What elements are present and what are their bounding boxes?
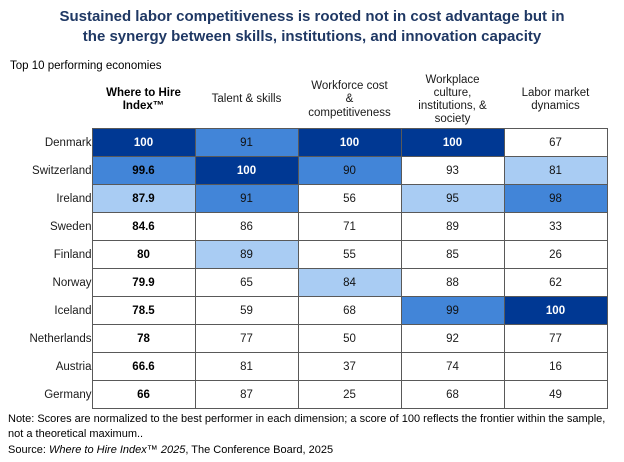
table-row-switzerland: Switzerland 99.6 100 90 93 81 [6,156,608,185]
score-cell: 100 [503,296,608,325]
source-text: Source: Where to Hire Index™ 2025, The C… [8,444,614,456]
score-cell: 33 [503,212,608,241]
score-cell: 88 [400,268,505,297]
table-row-netherlands: Netherlands 78 77 50 92 77 [6,324,608,353]
score-cell: 50 [297,324,402,353]
score-cell: 99.6 [91,156,196,185]
table-header: Where to Hire Index™ Talent & skills Wor… [6,72,607,129]
score-cell: 79.9 [91,268,196,297]
score-cell: 98 [503,184,608,213]
corner-cell [6,72,92,129]
score-cell: 78.5 [91,296,196,325]
row-label-netherlands: Netherlands [29,332,92,345]
score-cell: 95 [400,184,505,213]
score-cell: 71 [297,212,402,241]
score-cell: 80 [91,240,196,269]
table-row-austria: Austria 66.6 81 37 74 16 [6,352,608,381]
row-label-denmark: Denmark [44,136,92,149]
score-cell: 25 [297,380,402,409]
score-cell: 87.9 [91,184,196,213]
score-cell: 99 [400,296,505,325]
source-publisher: , The Conference Board, 2025 [185,443,334,456]
heatmap-table: Where to Hire Index™ Talent & skills Wor… [6,72,608,409]
score-cell: 100 [400,128,505,157]
table-row-germany: Germany 66 87 25 68 49 [6,380,608,409]
score-cell: 90 [297,156,402,185]
col-header-labor-market: Labor market dynamics [521,86,590,112]
table-row-ireland: Ireland 87.9 91 56 95 98 [6,184,608,213]
table-row-sweden: Sweden 84.6 86 71 89 33 [6,212,608,241]
score-cell: 62 [503,268,608,297]
score-cell: 86 [194,212,299,241]
score-cell: 37 [297,352,402,381]
row-label-ireland: Ireland [56,192,92,205]
table-row-iceland: Iceland 78.5 59 68 99 100 [6,296,608,325]
score-cell: 92 [400,324,505,353]
score-cell: 84 [297,268,402,297]
source-publication: Where to Hire Index™ 2025 [48,443,186,456]
score-cell: 85 [400,240,505,269]
figure-subtitle: Top 10 performing economies [10,60,162,72]
score-cell: 89 [400,212,505,241]
score-cell: 77 [194,324,299,353]
row-label-iceland: Iceland [54,304,92,317]
col-header-where-to-hire-index: Where to Hire Index™ [106,86,181,112]
score-cell: 91 [194,184,299,213]
score-cell: 100 [91,128,196,157]
source-prefix: Source: [8,443,49,456]
score-cell: 16 [503,352,608,381]
score-cell: 81 [194,352,299,381]
score-cell: 26 [503,240,608,269]
score-cell: 66.6 [91,352,196,381]
score-cell: 59 [194,296,299,325]
score-cell: 93 [400,156,505,185]
score-cell: 84.6 [91,212,196,241]
score-cell: 67 [503,128,608,157]
col-header-talent-skills: Talent & skills [211,93,282,106]
header-row: Where to Hire Index™ Talent & skills Wor… [6,72,607,129]
score-cell: 56 [297,184,402,213]
score-cell: 49 [503,380,608,409]
table-body: Denmark 100 91 100 100 67 Switzerland 99… [6,128,608,409]
score-cell: 87 [194,380,299,409]
score-cell: 91 [194,128,299,157]
row-label-switzerland: Switzerland [32,164,92,177]
row-label-norway: Norway [52,276,92,289]
score-cell: 55 [297,240,402,269]
row-label-germany: Germany [44,388,92,401]
table-row-finland: Finland 80 89 55 85 26 [6,240,608,269]
figure-title: Sustained labor competitiveness is roote… [59,8,565,45]
note-text: Note: Scores are normalized to the best … [8,413,606,440]
row-label-austria: Austria [55,360,92,373]
score-cell: 78 [91,324,196,353]
score-cell: 68 [297,296,402,325]
row-label-sweden: Sweden [49,220,92,233]
score-cell: 100 [194,156,299,185]
score-cell: 66 [91,380,196,409]
col-header-workforce-cost: Workforce cost & competitiveness [308,80,391,119]
score-cell: 100 [297,128,402,157]
table-row-denmark: Denmark 100 91 100 100 67 [6,128,608,157]
score-cell: 74 [400,352,505,381]
col-header-workplace-culture: Workplace culture, institutions, & socie… [418,73,487,126]
score-cell: 77 [503,324,608,353]
score-cell: 68 [400,380,505,409]
score-cell: 81 [503,156,608,185]
table-row-norway: Norway 79.9 65 84 88 62 [6,268,608,297]
row-label-finland: Finland [53,248,92,261]
score-cell: 65 [194,268,299,297]
score-cell: 89 [194,240,299,269]
